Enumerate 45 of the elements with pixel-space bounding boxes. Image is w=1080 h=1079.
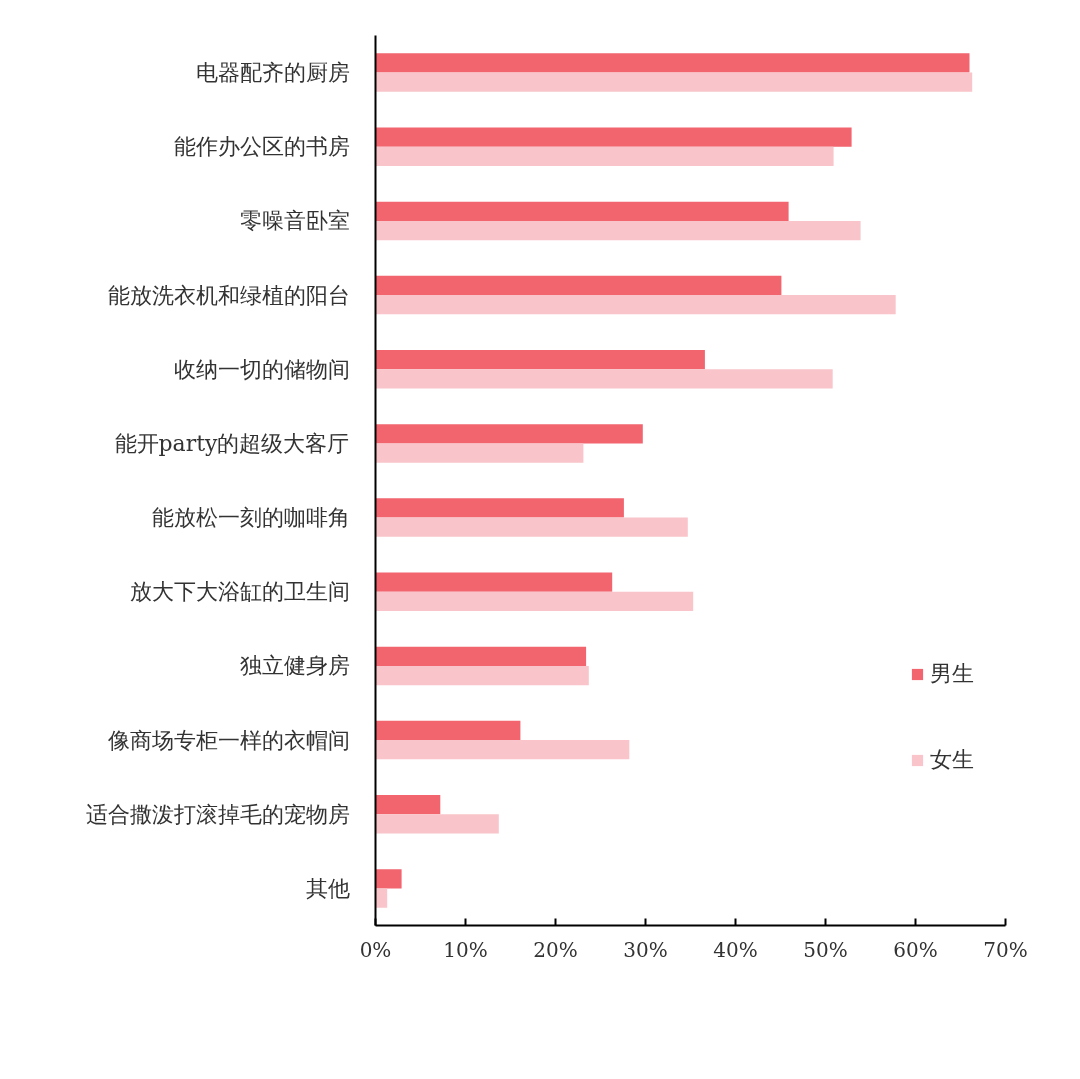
- y-tick-label: 像商场专柜一样的衣帽间: [107, 727, 350, 753]
- bar: [375, 53, 970, 73]
- bar: [375, 220, 861, 241]
- bar: [375, 424, 643, 444]
- bar: [375, 295, 896, 315]
- bar: [375, 794, 441, 815]
- bar: [375, 349, 705, 370]
- bar: [375, 72, 973, 92]
- bar: [375, 814, 499, 834]
- y-tick-label: 能放松一刻的咖啡角: [151, 505, 350, 531]
- bar: [375, 443, 584, 463]
- x-tick-label: 40%: [713, 937, 758, 962]
- bar: [375, 146, 834, 167]
- y-tick-label: 收纳一切的储物间: [173, 356, 350, 382]
- y-tick-label: 放大下大浴缸的卫生间: [129, 579, 350, 605]
- x-tick-label: 30%: [623, 937, 668, 962]
- x-tick-label: 0%: [359, 937, 392, 962]
- y-tick-label: 适合撒泼打滚掉毛的宠物房: [85, 801, 350, 827]
- x-tick-label: 70%: [983, 937, 1028, 962]
- bar: [375, 591, 694, 612]
- bar: [375, 275, 782, 296]
- bar: [375, 369, 833, 389]
- bar: [375, 572, 613, 592]
- y-tick-label: 零噪音卧室: [239, 208, 350, 234]
- bar: [375, 869, 402, 889]
- x-tick-label: 60%: [893, 937, 938, 962]
- y-tick-label: 能放洗衣机和绿植的阳台: [107, 282, 350, 308]
- y-tick-label: 其他: [305, 875, 350, 901]
- legend-label: 女生: [930, 746, 974, 774]
- bar: [375, 740, 630, 760]
- bar: [375, 517, 688, 537]
- x-tick-label: 50%: [803, 937, 848, 962]
- bar: [375, 720, 521, 741]
- y-tick-label: 电器配齐的厨房: [195, 60, 350, 86]
- y-tick-label: 独立健身房: [239, 653, 350, 679]
- bar: [375, 498, 624, 518]
- bar: [375, 201, 789, 221]
- x-tick-label: 20%: [533, 937, 578, 962]
- bar: [375, 665, 589, 686]
- x-tick-label: 10%: [443, 937, 488, 962]
- bar: [375, 127, 852, 147]
- y-tick-label: 能开party的超级大客厅: [114, 430, 350, 456]
- legend-label: 男生: [930, 660, 974, 688]
- y-tick-label: 能作办公区的书房: [173, 134, 350, 160]
- bar: [375, 646, 587, 666]
